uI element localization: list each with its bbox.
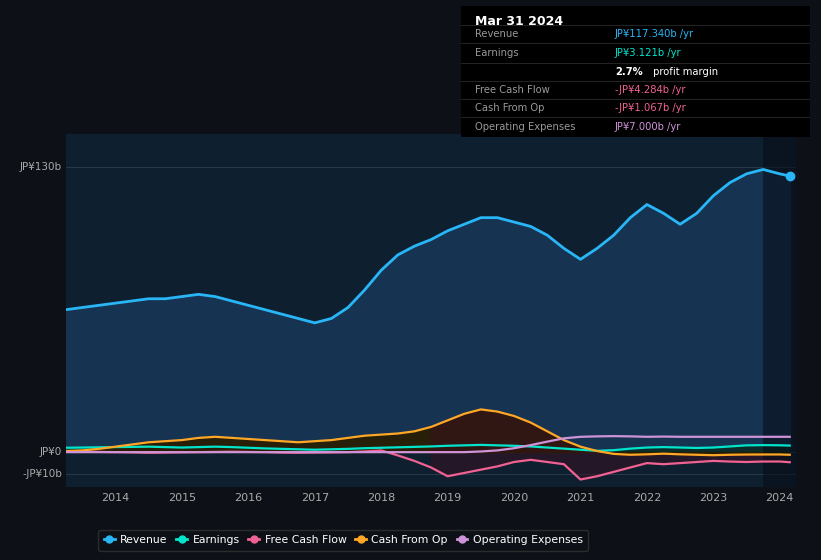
- Text: JP¥0: JP¥0: [39, 447, 62, 457]
- Text: Free Cash Flow: Free Cash Flow: [475, 85, 550, 95]
- Text: Mar 31 2024: Mar 31 2024: [475, 15, 563, 28]
- Text: -JP¥1.067b /yr: -JP¥1.067b /yr: [615, 103, 686, 113]
- Text: Cash From Op: Cash From Op: [475, 103, 545, 113]
- Text: Earnings: Earnings: [475, 48, 519, 58]
- Text: profit margin: profit margin: [650, 67, 718, 77]
- Text: Revenue: Revenue: [475, 29, 519, 39]
- Text: -JP¥10b: -JP¥10b: [22, 469, 62, 479]
- Legend: Revenue, Earnings, Free Cash Flow, Cash From Op, Operating Expenses: Revenue, Earnings, Free Cash Flow, Cash …: [99, 530, 588, 550]
- Text: Operating Expenses: Operating Expenses: [475, 122, 576, 132]
- Bar: [764, 134, 796, 487]
- Text: JP¥7.000b /yr: JP¥7.000b /yr: [615, 122, 681, 132]
- Text: 2.7%: 2.7%: [615, 67, 643, 77]
- Text: JP¥117.340b /yr: JP¥117.340b /yr: [615, 29, 694, 39]
- Text: -JP¥4.284b /yr: -JP¥4.284b /yr: [615, 85, 686, 95]
- Text: JP¥3.121b /yr: JP¥3.121b /yr: [615, 48, 681, 58]
- Text: JP¥130b: JP¥130b: [20, 162, 62, 172]
